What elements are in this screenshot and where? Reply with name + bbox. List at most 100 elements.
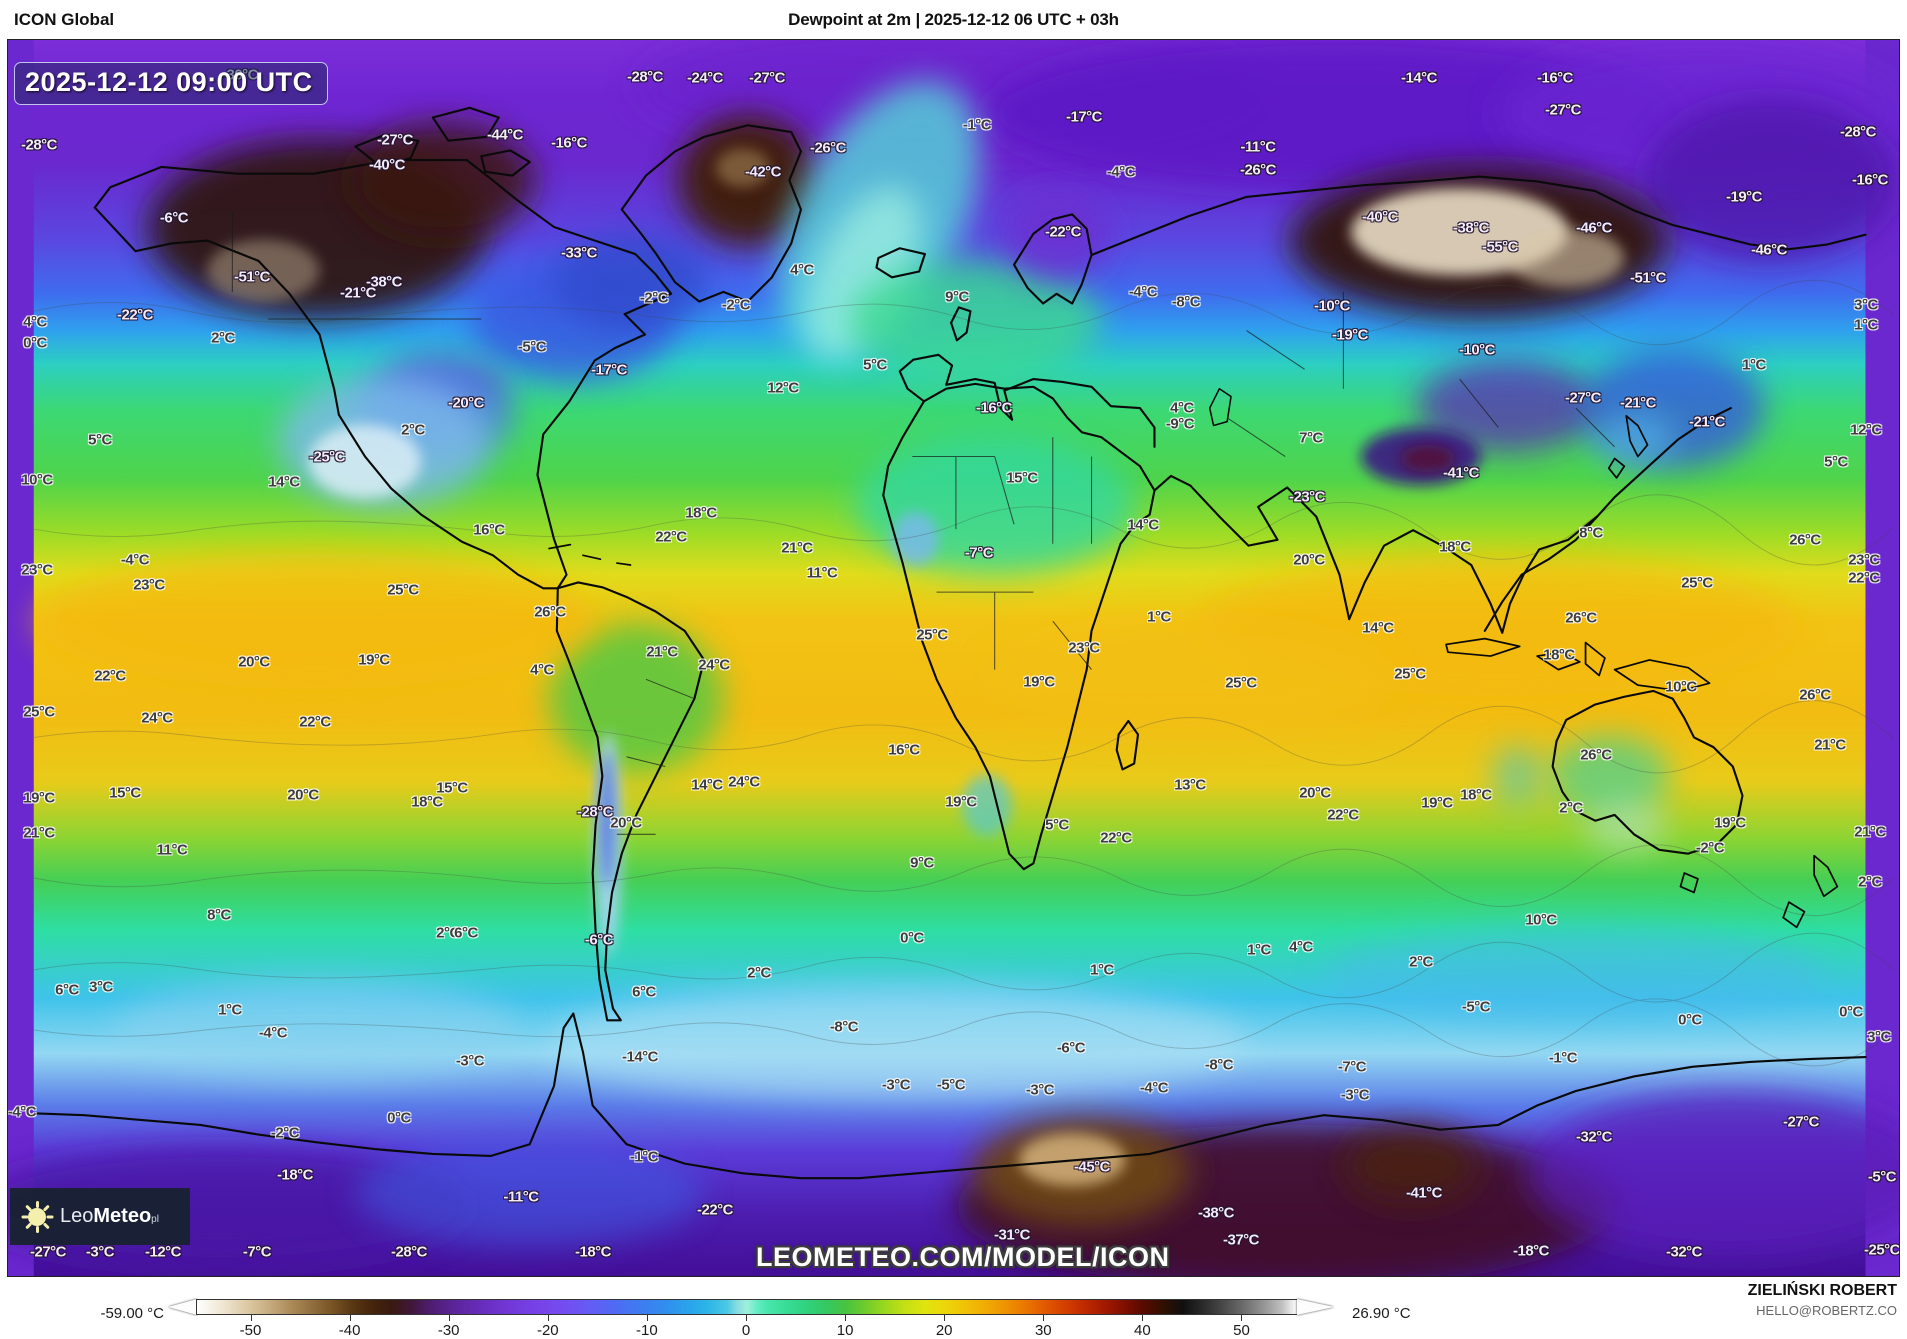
- temperature-label: 4°C: [790, 261, 814, 279]
- temperature-label: -4°C: [1139, 1079, 1169, 1097]
- scale-tick-mark: [646, 1315, 648, 1321]
- temperature-label: 25°C: [1394, 665, 1426, 683]
- temperature-label: 26°C: [534, 603, 566, 621]
- sun-ray: [25, 1221, 33, 1229]
- scale-tick-mark: [1241, 1315, 1243, 1321]
- temperature-label: -6°C: [584, 931, 614, 949]
- temperature-label: -27°C: [748, 69, 786, 87]
- temperature-label: 15°C: [1006, 469, 1038, 487]
- temperature-label: -2°C: [721, 296, 751, 314]
- temperature-label: -21°C: [339, 284, 377, 302]
- country-borders: [231, 212, 1615, 835]
- temperature-label: 15°C: [109, 784, 141, 802]
- temperature-label: -4°C: [1128, 283, 1158, 301]
- temperature-label: 21°C: [1854, 823, 1886, 841]
- temperature-label: -28°C: [390, 1243, 428, 1261]
- temperature-label: 22°C: [1848, 569, 1880, 587]
- temperature-label: 22°C: [299, 713, 331, 731]
- temperature-label: 24°C: [728, 773, 760, 791]
- temperature-label: 10°C: [1525, 911, 1557, 929]
- temperature-label: -8°C: [1171, 293, 1201, 311]
- temperature-label: -26°C: [809, 139, 847, 157]
- scale-tick-mark: [845, 1315, 847, 1321]
- temperature-label: 0°C: [1678, 1011, 1702, 1029]
- temperature-label: -32°C: [1665, 1243, 1703, 1261]
- temperature-label: 18°C: [411, 793, 443, 811]
- temperature-label: 8°C: [1579, 524, 1603, 542]
- temperature-label: -18°C: [574, 1243, 612, 1261]
- temperature-label: 9°C: [945, 288, 969, 306]
- temperature-label: 23°C: [1068, 639, 1100, 657]
- temperature-label: -22°C: [1044, 223, 1082, 241]
- temperature-label: 15°C: [436, 779, 468, 797]
- temperature-label: -12°C: [144, 1243, 182, 1261]
- author-email: HELLO@ROBERTZ.CO: [1756, 1303, 1897, 1318]
- temperature-label: -8°C: [829, 1018, 859, 1036]
- temperature-label: -14°C: [621, 1048, 659, 1066]
- leometeo-logo[interactable]: LeoMeteopl: [10, 1188, 190, 1245]
- temperature-label: -41°C: [1442, 464, 1480, 482]
- temperature-label: 22°C: [1327, 806, 1359, 824]
- temperature-label: -42°C: [744, 163, 782, 181]
- map-canvas: [8, 40, 1899, 1276]
- temperature-label: -38°C: [365, 273, 403, 291]
- temperature-label: 21°C: [646, 643, 678, 661]
- scale-tick-label: -20: [536, 1322, 559, 1339]
- temperature-label: -28°C: [626, 68, 664, 86]
- temperature-label: -38°C: [1452, 219, 1490, 237]
- temperature-label: 1°C: [1247, 941, 1271, 959]
- sun-ray: [21, 1215, 29, 1218]
- temperature-label: -17°C: [1065, 108, 1103, 126]
- temperature-label: 14°C: [691, 776, 723, 794]
- temperature-label: 2°C: [1559, 799, 1583, 817]
- temperature-label: -44°C: [486, 126, 524, 144]
- temperature-label: -31°C: [993, 1226, 1031, 1244]
- temperature-label: 25°C: [23, 703, 55, 721]
- credits: ZIELIŃSKI ROBERT HELLO@ROBERTZ.CO: [1748, 1282, 1897, 1318]
- temperature-label: 4°C: [23, 313, 47, 331]
- scale-tick-label: 20: [935, 1322, 953, 1339]
- temperature-label: 2°C: [747, 964, 771, 982]
- scale-tick-mark: [349, 1315, 351, 1321]
- scale-max-value: 26.90 °C: [1352, 1305, 1411, 1322]
- temperature-label: -3°C: [881, 1076, 911, 1094]
- temperature-label: 20°C: [238, 653, 270, 671]
- footer-bar: -59.00 °C -50 -40 -30 -20 -10 0 10 20 30 40 50 26.…: [0, 1277, 1907, 1339]
- temperature-label: 19°C: [23, 789, 55, 807]
- temperature-label: -51°C: [1629, 269, 1667, 287]
- temperature-label: 18°C: [1543, 646, 1575, 664]
- temperature-label: 18°C: [1460, 786, 1492, 804]
- temperature-label: 25°C: [1681, 574, 1713, 592]
- temperature-label: -27°C: [1564, 389, 1602, 407]
- temperature-label: -21°C: [1688, 413, 1726, 431]
- temperature-label: -2°C: [639, 289, 669, 307]
- temperature-label: -16°C: [1851, 171, 1889, 189]
- temperature-label: 1°C: [1147, 608, 1171, 626]
- temperature-label: -28°C: [20, 136, 58, 154]
- temperature-label: -11°C: [1240, 138, 1276, 156]
- temperature-label: -25°C: [308, 448, 346, 466]
- scale-left-arrow: [168, 1299, 197, 1315]
- temperature-label: -46°C: [1750, 241, 1788, 259]
- temperature-label: -16°C: [975, 399, 1013, 417]
- temperature-label: 16°C: [888, 741, 920, 759]
- scale-tick-label: 30: [1034, 1322, 1052, 1339]
- temperature-label: -3°C: [1025, 1081, 1055, 1099]
- temperature-label: 10°C: [1665, 678, 1697, 696]
- coastlines: [32, 106, 1867, 1180]
- temperature-label: 18°C: [685, 504, 717, 522]
- scale-min-value: -59.00 °C: [100, 1305, 164, 1322]
- sun-ray: [36, 1200, 39, 1208]
- temperature-label: 1°C: [218, 1001, 242, 1019]
- temperature-label: 6°C: [632, 983, 656, 1001]
- temperature-label: 19°C: [1023, 673, 1055, 691]
- temperature-label: -27°C: [376, 131, 414, 149]
- temperature-label: 19°C: [1714, 814, 1746, 832]
- temperature-label: -28°C: [576, 803, 614, 821]
- temperature-label: 24°C: [698, 656, 730, 674]
- temperature-label: -4°C: [120, 551, 150, 569]
- temperature-label: 2°C: [211, 329, 235, 347]
- scale-tick-mark: [746, 1315, 747, 1321]
- temperature-label: -26°C: [1239, 161, 1277, 179]
- temperature-label: 1°C: [1090, 961, 1114, 979]
